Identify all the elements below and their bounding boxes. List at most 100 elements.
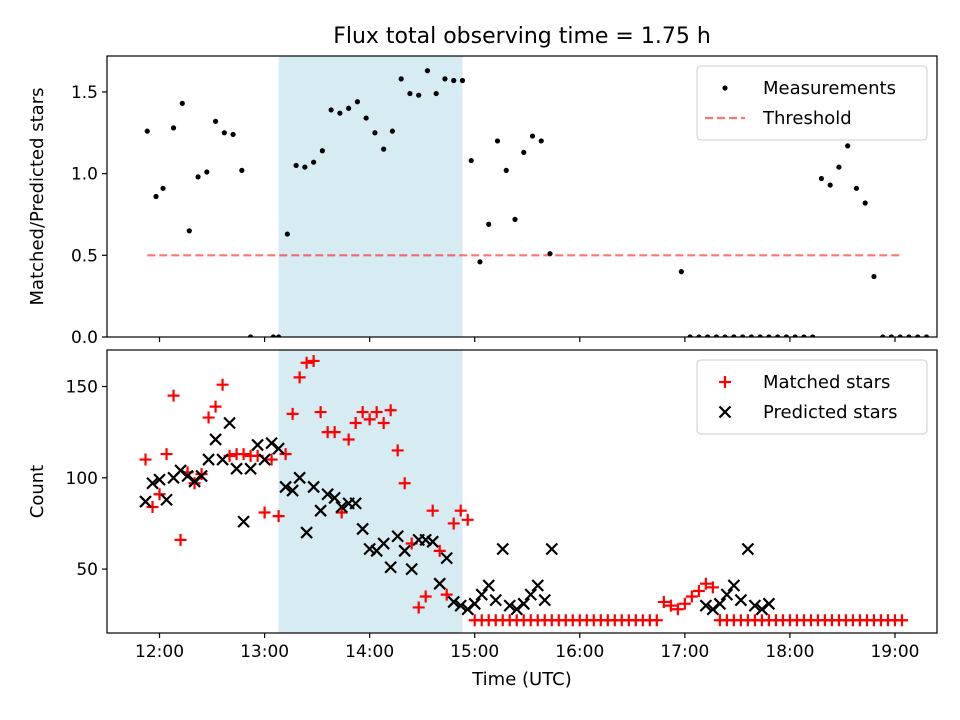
measurement-point xyxy=(801,334,807,337)
predicted-star-point xyxy=(748,599,762,612)
measurement-point xyxy=(239,167,245,173)
predicted-star-point xyxy=(139,495,152,508)
measurement-point xyxy=(792,334,798,337)
matched-star-point xyxy=(454,504,467,517)
predicted-star-point xyxy=(153,473,166,486)
measurement-point xyxy=(381,146,387,152)
predicted-star-point xyxy=(244,462,257,475)
x-tick-label: 12:00 xyxy=(135,642,184,662)
matched-star-point xyxy=(426,504,439,517)
measurement-point xyxy=(486,221,492,227)
matched-star-point xyxy=(139,453,152,466)
measurement-point xyxy=(270,334,276,337)
matched-star-point xyxy=(706,581,719,594)
predicted-star-point xyxy=(545,542,559,556)
matched-star-point xyxy=(433,544,446,557)
predicted-star-point xyxy=(713,597,727,611)
matched-star-point xyxy=(685,590,698,603)
measurement-point xyxy=(170,125,177,131)
figure-title: Flux total observing time = 1.75 h xyxy=(333,24,711,49)
predicted-star-point xyxy=(398,544,411,558)
predicted-star-point xyxy=(377,537,390,550)
legend-box xyxy=(696,359,928,435)
predicted-star-point xyxy=(356,522,369,536)
measurement-point xyxy=(311,159,317,165)
predicted-star-point xyxy=(160,493,173,506)
measurement-point xyxy=(521,149,527,155)
measurement-point xyxy=(468,157,474,164)
matched-star-point xyxy=(440,588,453,601)
predicted-star-point xyxy=(223,416,236,430)
y-tick-label: 0.5 xyxy=(71,246,98,266)
predicted-star-point xyxy=(328,491,341,505)
predicted-star-point xyxy=(454,599,467,612)
x-tick-label: 15:00 xyxy=(450,642,499,662)
predicted-star-point xyxy=(531,579,545,592)
plot-area xyxy=(139,350,908,633)
predicted-star-point xyxy=(321,487,334,501)
measurement-point xyxy=(293,162,299,169)
legend-entry-label: Matched stars xyxy=(763,372,890,393)
x-tick-label: 14:00 xyxy=(345,642,394,662)
measurement-point xyxy=(766,334,772,337)
legend-entry-label: Measurements xyxy=(763,78,896,99)
measurement-point xyxy=(836,164,842,170)
matched-star-point xyxy=(272,510,285,523)
matched-star-point xyxy=(377,417,390,430)
predicted-star-point xyxy=(391,529,404,543)
matched-star-point xyxy=(398,477,411,490)
measurement-point xyxy=(389,128,396,134)
matched-star-point xyxy=(146,501,159,514)
matched-star-point xyxy=(293,371,306,384)
predicted-star-point xyxy=(524,588,538,601)
axes-frame xyxy=(106,349,938,634)
measurement-point xyxy=(748,334,754,337)
predicted-star-point xyxy=(209,433,222,446)
measurement-point xyxy=(284,231,290,237)
matched-star-point xyxy=(461,513,474,526)
measurement-point xyxy=(363,115,369,121)
ratio-panel: 0.0 0.5 1.0 1.5 Matched/Predicted stars Measu… xyxy=(27,55,938,348)
predicted-star-point xyxy=(762,597,776,611)
measurement-point xyxy=(783,334,790,337)
measurement-point xyxy=(696,334,702,337)
matched-star-point xyxy=(328,426,341,439)
x-tick-label: 18:00 xyxy=(765,642,814,662)
measurement-point xyxy=(398,76,404,82)
measurement-point xyxy=(503,167,509,173)
predicted-star-point xyxy=(496,542,510,556)
measurement-point xyxy=(337,110,343,116)
legend-measurement-marker xyxy=(722,85,728,91)
matched-star-point xyxy=(447,517,460,530)
predicted-star-point xyxy=(286,484,299,497)
matched-star-point xyxy=(419,590,432,603)
measurement-point xyxy=(144,128,150,134)
measurement-point xyxy=(328,107,334,113)
measurement-point xyxy=(862,200,868,206)
matched-star-point xyxy=(265,453,278,466)
plot-area xyxy=(144,56,930,337)
measurement-point xyxy=(775,334,781,337)
legend-predicted-marker xyxy=(718,405,732,419)
y-tick-label: 150 xyxy=(66,378,98,398)
measurement-point xyxy=(722,334,728,337)
measurement-point xyxy=(346,105,352,111)
measurement-point xyxy=(153,193,159,200)
predicted-star-point xyxy=(195,469,208,483)
predicted-star-point xyxy=(720,588,734,601)
predicted-star-point xyxy=(216,453,229,466)
measurement-point xyxy=(160,185,166,191)
measurement-point xyxy=(319,148,325,154)
x-tick-label: 16:00 xyxy=(555,642,604,662)
matched-star-point xyxy=(307,354,320,367)
x-axis-label: Time (UTC) xyxy=(471,669,572,690)
matched-star-point xyxy=(384,404,397,417)
measurement-point xyxy=(302,164,308,170)
measurement-point xyxy=(853,185,860,191)
predicted-star-point xyxy=(447,595,460,609)
matched-star-point xyxy=(678,597,691,610)
measurement-point xyxy=(195,174,201,180)
x-tick-label: 17:00 xyxy=(660,642,709,662)
measurement-point xyxy=(424,68,431,74)
